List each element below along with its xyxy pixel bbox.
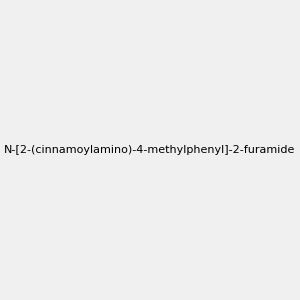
Text: N-[2-(cinnamoylamino)-4-methylphenyl]-2-furamide: N-[2-(cinnamoylamino)-4-methylphenyl]-2-… xyxy=(4,145,296,155)
